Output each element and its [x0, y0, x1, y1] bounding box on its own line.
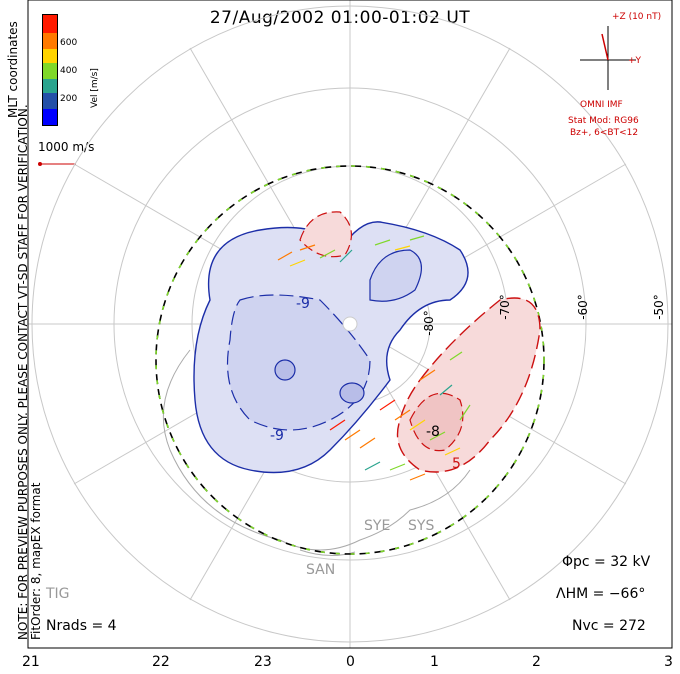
- lat-label-80: -80°: [421, 310, 436, 336]
- page-title: 27/Aug/2002 01:00-01:02 UT: [209, 8, 471, 28]
- stat-lambda-hm: ΛHM = −66°: [556, 586, 646, 602]
- station-sye: SYE: [364, 518, 391, 534]
- stat-nrads: Nrads = 4: [46, 618, 117, 634]
- imf-model: Stat Mod: RG96: [568, 116, 639, 126]
- negative-cell-small: [369, 249, 422, 302]
- velocity-color-scale: [42, 14, 58, 126]
- contour-label-2: -9: [270, 428, 284, 444]
- contour-label-4: -8: [426, 424, 440, 440]
- velocity-vectors: [277, 235, 471, 481]
- negative-cell-core: [274, 359, 296, 381]
- imf-condition: Bz+, 6<BT<12: [570, 128, 639, 138]
- coastline-2: [299, 549, 356, 556]
- legend-tick-200: 200: [60, 94, 78, 104]
- lat-label-70: -70°: [497, 294, 512, 320]
- imf-y-label: +Y: [628, 56, 642, 66]
- positive-cell-inner: [409, 392, 464, 452]
- magnetic-pole: [342, 316, 358, 332]
- station-san: SAN: [306, 562, 336, 578]
- negative-cell-inner: [227, 294, 371, 431]
- stat-nvc: Nvc = 272: [572, 618, 646, 634]
- station-tig: TIG: [46, 586, 70, 602]
- lat-label-50: -50°: [651, 294, 666, 320]
- mlt-tick-0: 0: [346, 654, 355, 670]
- mlt-tick-23: 23: [254, 654, 272, 670]
- hm-boundary-green: [155, 165, 545, 555]
- mlt-tick-2: 2: [532, 654, 541, 670]
- imf-z-label: +Z (10 nT): [612, 12, 662, 22]
- contour-label-1: -9: [296, 296, 310, 312]
- imf-source: OMNI IMF: [580, 100, 623, 110]
- legend-tick-400: 400: [60, 66, 78, 76]
- station-sys: SYS: [408, 518, 435, 534]
- reference-vector-dot: [38, 162, 42, 166]
- contour-label-3: 5: [452, 456, 461, 472]
- mlt-tick-3: 3: [664, 654, 673, 670]
- reference-vector-label: 1000 m/s: [38, 140, 95, 154]
- mlt-tick-21: 21: [22, 654, 40, 670]
- negative-cell-core-2: [339, 382, 365, 404]
- mlt-tick-22: 22: [152, 654, 170, 670]
- imf-vector: [601, 33, 609, 61]
- legend-tick-600: 600: [60, 38, 78, 48]
- stat-phi-pc: Φpc = 32 kV: [562, 554, 651, 570]
- plot-frame: [27, 0, 673, 649]
- lat-label-60: -60°: [575, 294, 590, 320]
- mlt-tick-1: 1: [430, 654, 439, 670]
